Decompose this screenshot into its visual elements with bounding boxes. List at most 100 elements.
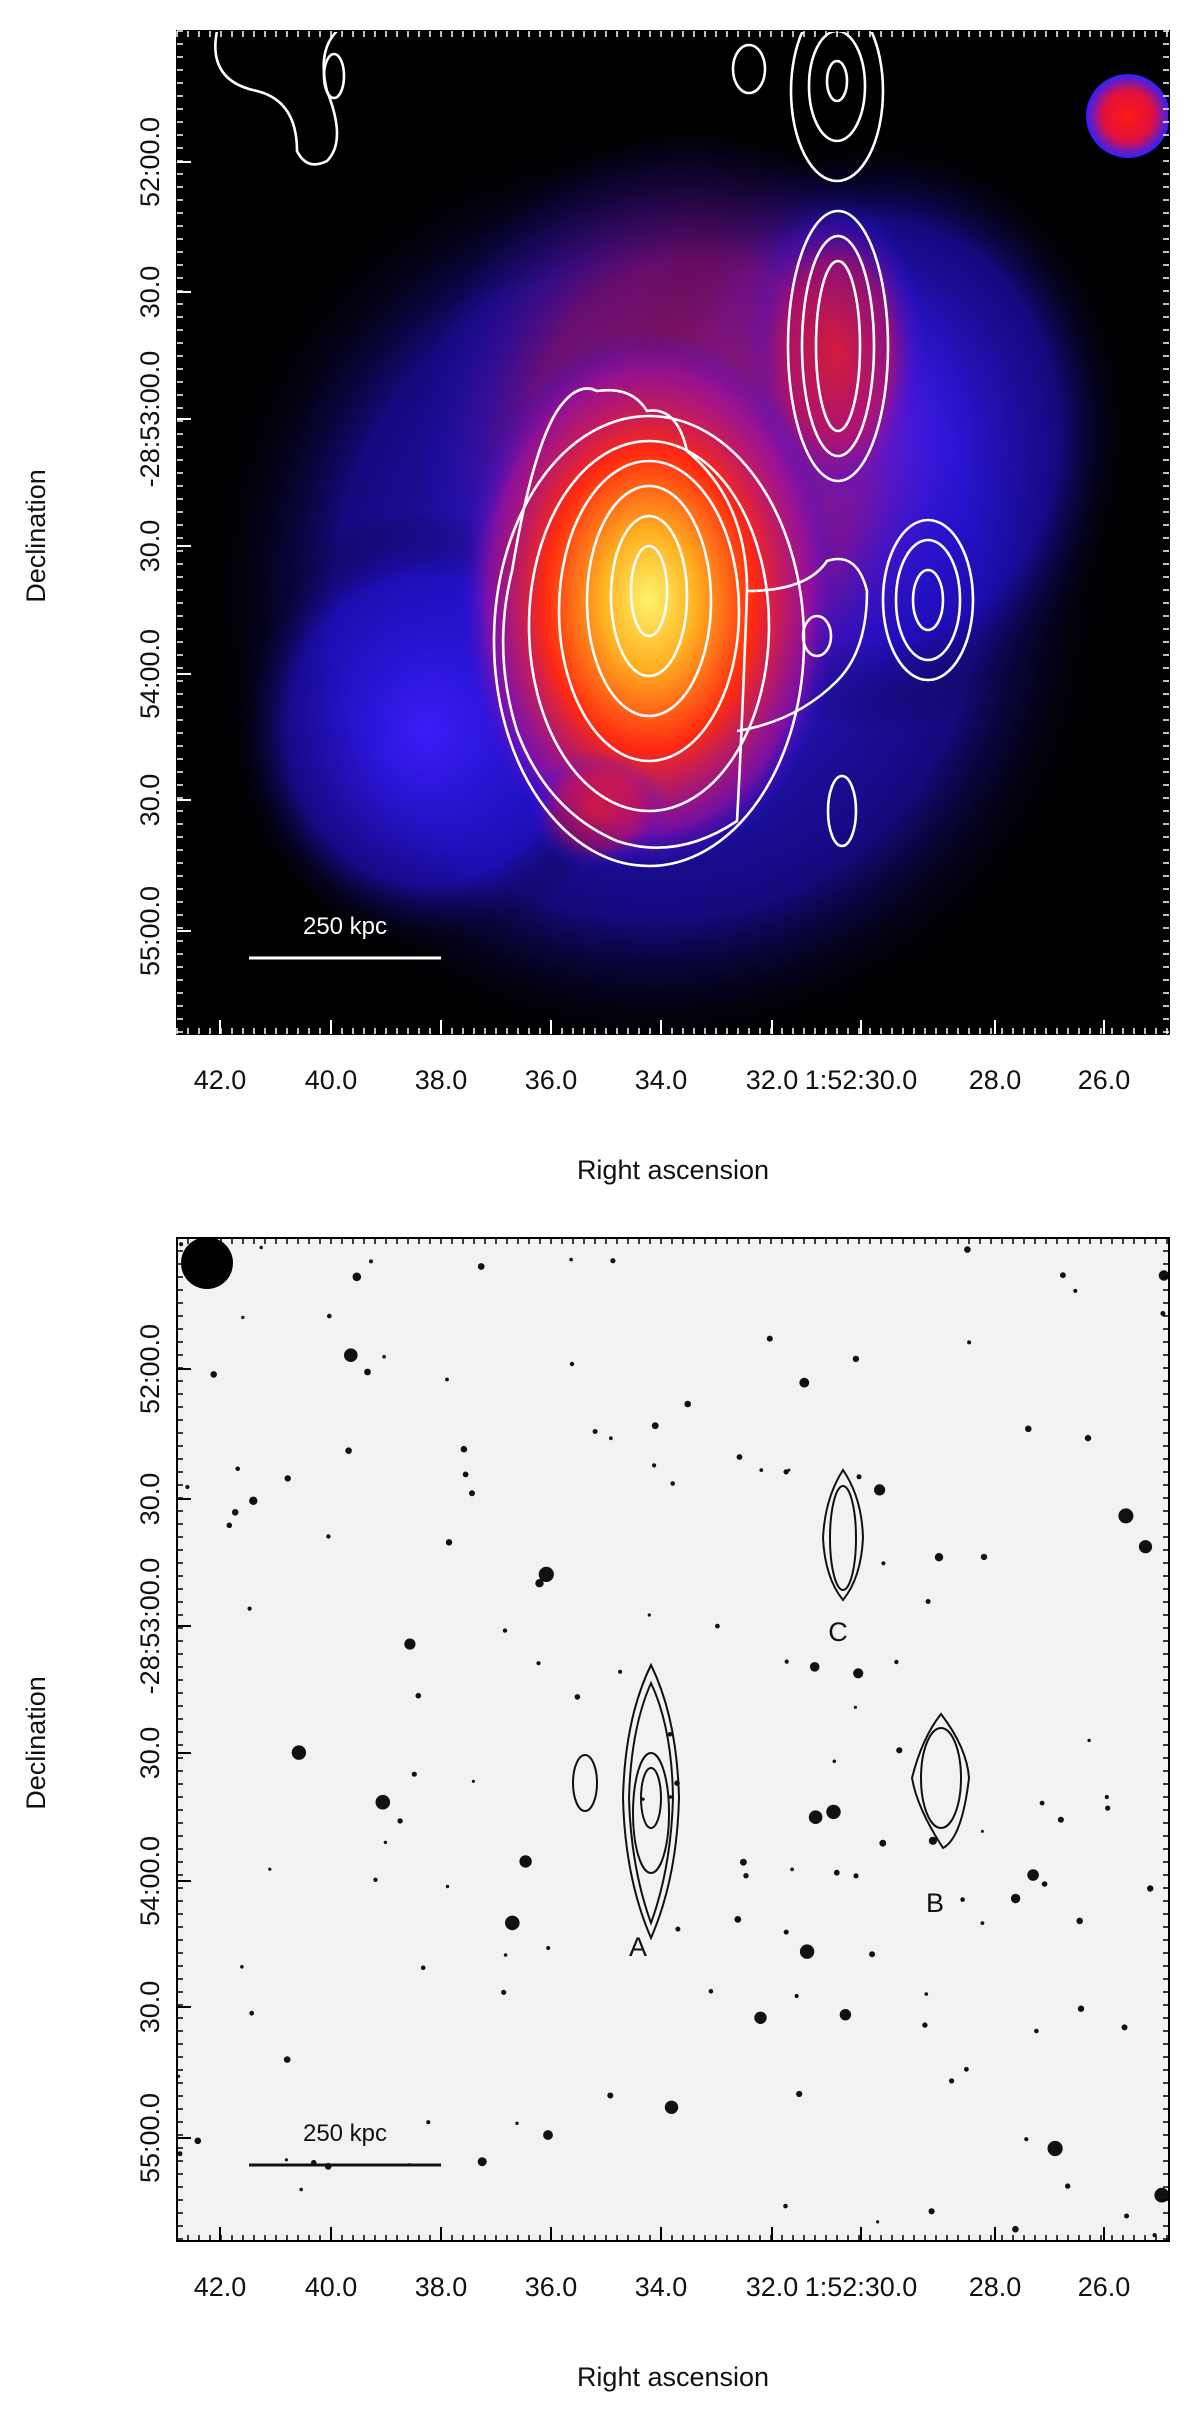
star	[1010, 1893, 1021, 1904]
star	[1047, 2140, 1063, 2157]
star	[949, 2078, 955, 2084]
star	[240, 1965, 244, 1969]
star	[667, 1732, 673, 1737]
star	[515, 2121, 519, 2125]
star	[647, 1613, 651, 1617]
star	[896, 1747, 903, 1754]
scale-bar-label: 250 kpc	[303, 913, 387, 940]
star	[1158, 1270, 1169, 1281]
y-tick-label: 55:00.0	[135, 886, 165, 976]
star	[503, 1953, 508, 1957]
star	[853, 1873, 859, 1879]
star	[420, 1965, 426, 1971]
star	[569, 1361, 575, 1367]
x-tick-label: 26.0	[1078, 2272, 1131, 2302]
star	[283, 2056, 291, 2063]
star	[790, 1867, 794, 1872]
star	[610, 1258, 616, 1264]
star	[766, 1335, 773, 1342]
star	[796, 2090, 803, 2098]
star	[879, 1839, 887, 1847]
y-tick-label: 30.0	[135, 266, 165, 319]
x-tick-label: 40.0	[305, 1065, 358, 1095]
star	[740, 1858, 747, 1866]
star	[967, 1340, 972, 1345]
x-tick-label: 36.0	[525, 1065, 578, 1095]
star	[1039, 1800, 1045, 1806]
star	[284, 1475, 291, 1482]
star	[1060, 1272, 1066, 1279]
star	[980, 1829, 984, 1833]
star	[783, 2203, 788, 2209]
star	[538, 1566, 554, 1582]
y-tick-label: 52:00.0	[135, 117, 165, 207]
star	[1027, 1869, 1039, 1881]
x-tick-label: 34.0	[635, 1065, 688, 1095]
star	[925, 1599, 931, 1604]
star	[675, 1926, 681, 1932]
star	[1057, 1816, 1064, 1823]
star	[852, 1355, 860, 1363]
star	[754, 2011, 767, 2024]
star	[177, 2151, 183, 2157]
star	[664, 2100, 679, 2114]
star	[373, 1877, 378, 1882]
star	[964, 1246, 971, 1253]
star	[502, 1628, 508, 1633]
star	[1034, 2028, 1039, 2034]
star	[708, 1989, 714, 1994]
star	[1025, 1425, 1032, 1433]
y-tick-label: 52:00.0	[135, 1324, 165, 1414]
star	[249, 1496, 258, 1505]
star	[247, 1606, 252, 1611]
star	[856, 1474, 862, 1480]
star	[411, 1771, 417, 1777]
star	[397, 1818, 403, 1824]
star	[928, 1836, 938, 1845]
star	[715, 1623, 720, 1629]
star	[609, 1436, 613, 1441]
star	[1041, 1881, 1048, 1887]
star	[327, 1313, 332, 1319]
x-tick-label: 42.0	[194, 2272, 247, 2302]
y-axis-label: Declination	[21, 1676, 51, 1810]
star	[783, 1469, 789, 1475]
x-tick-label: 32.0	[746, 2272, 799, 2302]
scale-bar-label: 250 kpc	[303, 2120, 387, 2147]
star	[808, 1810, 823, 1824]
star	[445, 1539, 453, 1546]
star	[1024, 2137, 1029, 2142]
star	[922, 2022, 928, 2028]
star	[881, 1561, 886, 1566]
star	[249, 2010, 255, 2016]
star	[369, 1259, 373, 1264]
star	[505, 1915, 520, 1931]
star	[826, 1804, 841, 1820]
star	[652, 1463, 657, 1468]
y-tick-label: 30.0	[135, 520, 165, 573]
y-tick-label: 30.0	[135, 1981, 165, 2034]
star	[874, 1484, 886, 1496]
xray-image	[177, 31, 1169, 1034]
source-label: C	[828, 1617, 848, 1647]
star	[1076, 1917, 1083, 1925]
star	[326, 1534, 331, 1539]
star	[574, 1694, 581, 1700]
star	[477, 1263, 485, 1270]
star	[1084, 1434, 1092, 1442]
star	[607, 2092, 614, 2099]
star	[235, 1466, 240, 1472]
star	[471, 1779, 475, 1783]
x-tick-label: 36.0	[525, 2272, 578, 2302]
star	[743, 1873, 749, 1879]
star	[241, 1315, 245, 1320]
star	[784, 1659, 789, 1664]
star	[894, 1659, 899, 1665]
star	[783, 1929, 789, 1935]
frame	[176, 1237, 1170, 2242]
y-tick-label: 30.0	[135, 1727, 165, 1780]
y-tick-label: -28:53:00.0	[135, 1558, 165, 1695]
star	[364, 1368, 371, 1376]
star	[426, 2120, 431, 2125]
